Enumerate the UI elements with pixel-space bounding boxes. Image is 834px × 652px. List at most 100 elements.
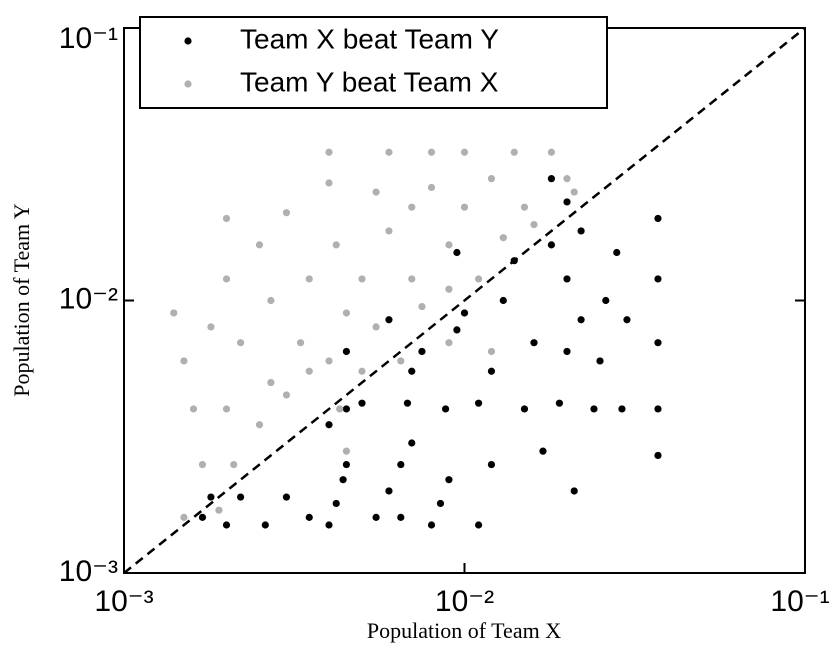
point <box>222 214 231 223</box>
point <box>499 296 507 305</box>
x-tick-label: 10⁻² <box>435 585 494 618</box>
point <box>445 476 453 484</box>
point <box>487 460 496 469</box>
point <box>577 316 585 324</box>
point <box>342 447 351 455</box>
legend-label: Team Y beat Team X <box>240 66 499 97</box>
point <box>499 234 507 242</box>
point <box>385 148 393 156</box>
y-tick-label: 10⁻² <box>59 282 118 315</box>
point <box>596 357 604 365</box>
point <box>530 339 538 347</box>
y-axis-label: Population of Team Y <box>9 203 34 396</box>
point <box>207 493 215 501</box>
point <box>180 513 188 521</box>
point <box>397 357 405 365</box>
point <box>427 183 436 192</box>
point <box>487 367 496 375</box>
point <box>325 421 333 429</box>
point <box>427 521 436 529</box>
point <box>332 241 340 249</box>
point <box>325 179 333 187</box>
point <box>325 521 333 529</box>
point <box>547 241 556 249</box>
point <box>255 421 264 429</box>
point <box>436 499 445 508</box>
point <box>570 188 578 196</box>
point <box>654 339 662 347</box>
point <box>418 347 426 356</box>
point <box>261 521 269 529</box>
point <box>563 347 571 356</box>
point <box>487 347 496 356</box>
point <box>474 275 483 283</box>
point <box>445 241 453 249</box>
point <box>230 460 238 469</box>
point <box>180 357 188 365</box>
point <box>445 285 453 293</box>
point <box>520 405 529 413</box>
point <box>563 275 571 283</box>
point <box>372 188 380 196</box>
point <box>590 405 598 413</box>
point <box>453 248 461 257</box>
point <box>520 203 529 211</box>
point <box>222 405 231 413</box>
point <box>397 513 405 521</box>
point <box>441 405 450 413</box>
point <box>570 487 578 495</box>
point <box>332 499 340 508</box>
point <box>474 521 483 529</box>
point <box>445 339 453 347</box>
point <box>408 439 416 447</box>
point <box>236 493 245 501</box>
point <box>267 378 275 387</box>
point <box>654 405 662 413</box>
point <box>282 209 291 217</box>
point <box>418 302 426 311</box>
point <box>654 451 662 460</box>
x-tick-label: 10⁻³ <box>94 585 153 618</box>
point <box>408 203 416 211</box>
point <box>342 405 351 413</box>
point <box>530 220 538 229</box>
point <box>342 347 351 356</box>
x-axis-label: Population of Team X <box>367 618 561 643</box>
point <box>453 326 461 334</box>
point <box>654 275 662 283</box>
point <box>215 506 223 514</box>
point <box>267 296 275 305</box>
point <box>222 275 231 283</box>
point <box>408 367 416 375</box>
point <box>358 275 366 283</box>
point <box>358 367 366 375</box>
point <box>305 275 313 283</box>
legend-marker <box>184 80 192 88</box>
point <box>170 309 178 317</box>
point <box>613 248 621 257</box>
point <box>547 175 556 183</box>
point <box>487 175 496 183</box>
point <box>358 399 366 407</box>
point <box>325 357 333 365</box>
point <box>618 405 626 413</box>
point <box>296 339 305 347</box>
point <box>198 513 207 521</box>
point <box>207 323 215 331</box>
point <box>577 227 585 235</box>
point <box>460 148 469 156</box>
point <box>236 339 245 347</box>
point <box>385 316 393 324</box>
point <box>372 513 380 521</box>
y-tick-label: 10⁻³ <box>59 555 118 588</box>
point <box>403 399 412 407</box>
point <box>325 148 333 156</box>
diagonal-reference <box>123 27 806 574</box>
point <box>305 513 313 521</box>
point <box>282 493 291 501</box>
point <box>336 405 344 413</box>
point <box>339 476 347 484</box>
point <box>474 399 483 407</box>
x-tick-label: 10⁻¹ <box>770 585 829 618</box>
